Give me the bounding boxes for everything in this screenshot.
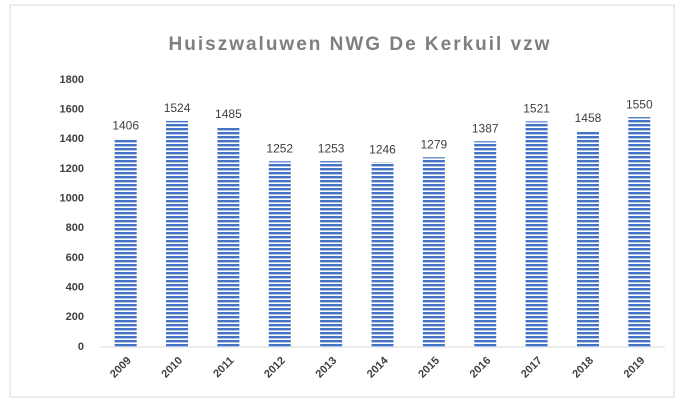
y-tick-label: 1400: [60, 133, 84, 145]
y-tick-label: 800: [66, 222, 84, 234]
chart-title: Huiszwaluwen NWG De Kerkuil vzw: [169, 34, 552, 55]
bar: [166, 120, 189, 347]
data-label: 1387: [472, 121, 499, 135]
bar: [474, 141, 497, 347]
data-label: 1550: [626, 97, 653, 111]
bar: [320, 161, 343, 347]
y-tick-label: 1000: [60, 193, 84, 205]
data-label: 1279: [421, 137, 448, 151]
data-label: 1458: [575, 111, 602, 125]
y-tick-label: 1600: [60, 104, 84, 116]
bar: [525, 121, 548, 347]
y-tick-label: 200: [66, 311, 84, 323]
y-tick-label: 0: [78, 341, 84, 353]
bar: [268, 161, 291, 347]
data-label: 1252: [266, 141, 293, 155]
data-label: 1524: [164, 101, 191, 115]
y-tick-label: 1200: [60, 163, 84, 175]
y-tick-label: 600: [66, 252, 84, 264]
y-tick-label: 1800: [60, 74, 84, 86]
y-tick-label: 400: [66, 282, 84, 294]
data-label: 1406: [112, 119, 139, 133]
bar: [576, 130, 599, 347]
bar: [371, 162, 394, 347]
bar: [217, 126, 240, 347]
data-label: 1253: [318, 141, 345, 155]
bar: [628, 117, 651, 347]
data-label: 1246: [369, 142, 396, 156]
data-label: 1521: [523, 102, 550, 116]
data-label: 1485: [215, 107, 242, 121]
bar: [422, 157, 445, 347]
bar: [114, 138, 137, 347]
